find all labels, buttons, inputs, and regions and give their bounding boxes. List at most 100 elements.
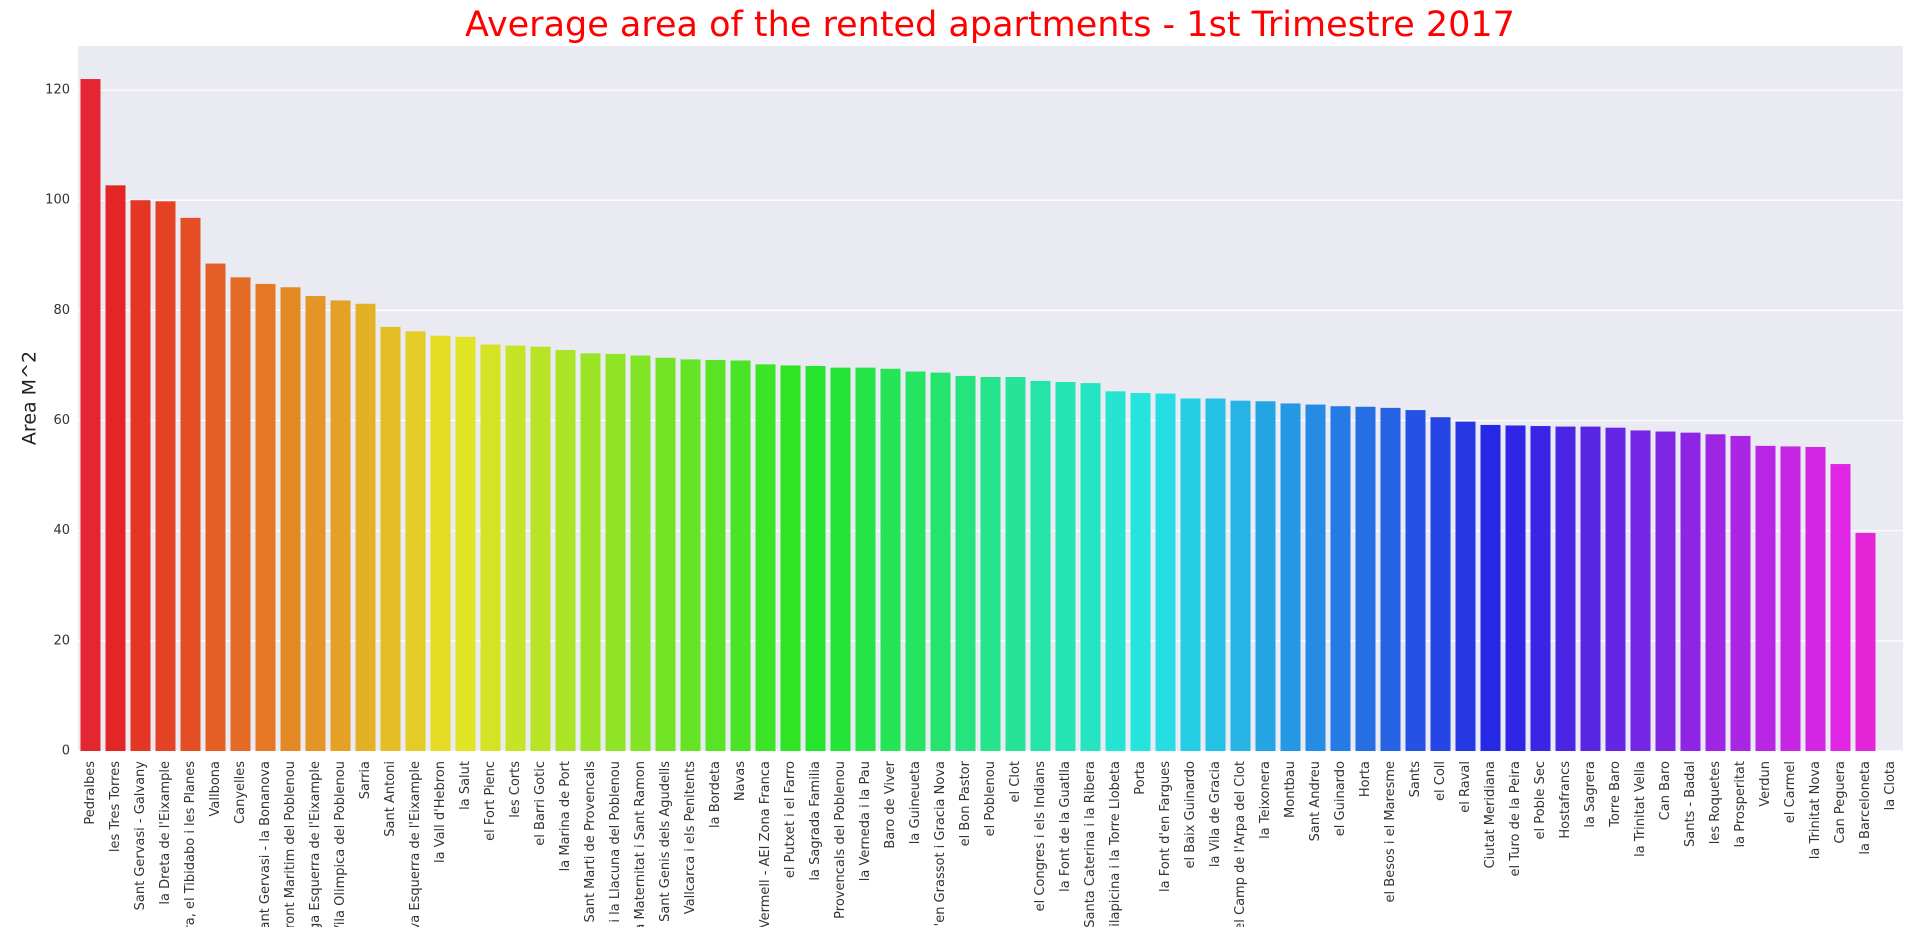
x-tick-label: la Nova Esquerra de l'Eixample xyxy=(408,761,423,927)
x-tick-label: el Poble Sec xyxy=(1533,761,1548,839)
x-tick-label: la Vall d'Hebron xyxy=(433,761,448,863)
bar xyxy=(280,287,301,751)
bar xyxy=(430,335,451,751)
x-tick-label: Vallcarca i els Penitents xyxy=(683,761,698,914)
x-tick-label: el Parc i la Llacuna del Poblenou xyxy=(608,761,623,927)
x-tick-label: el Guinardo xyxy=(1333,761,1348,836)
bar xyxy=(880,368,901,751)
x-tick-label: el Front Maritim del Poblenou xyxy=(283,761,298,927)
x-tick-label: Can Baro xyxy=(1658,761,1673,820)
x-tick-label: la Font d'en Fargues xyxy=(1158,761,1173,892)
x-tick-label: la Verneda i la Pau xyxy=(858,761,873,881)
bar xyxy=(855,367,876,751)
bar xyxy=(830,367,851,751)
x-tick-label: la Trinitat Nova xyxy=(1808,761,1823,859)
y-tick-label: 100 xyxy=(45,193,70,208)
bar xyxy=(1505,425,1526,751)
x-tick-label: el Baix Guinardo xyxy=(1183,761,1198,869)
bar xyxy=(1055,381,1076,751)
x-tick-label: el Coll xyxy=(1433,761,1448,801)
bar xyxy=(1430,417,1451,751)
x-tick-label: Sant Marti de Provencals xyxy=(583,761,598,923)
x-tick-label: Can Peguera xyxy=(1833,761,1848,844)
bar xyxy=(930,372,951,751)
bar xyxy=(1830,464,1851,751)
x-tick-label: la Guineueta xyxy=(908,761,923,844)
x-tick-label: la Dreta de l'Eixample xyxy=(158,761,173,905)
x-tick-label: el Putxet i el Farro xyxy=(783,761,798,878)
x-tick-label: el Bon Pastor xyxy=(958,760,973,846)
bar xyxy=(480,344,501,751)
bar xyxy=(1580,426,1601,751)
bar xyxy=(1730,435,1751,751)
x-tick-label: Ciutat Meridiana xyxy=(1483,761,1498,868)
x-tick-label: Vallvidrera, el Tibidabo i les Planes xyxy=(183,761,198,927)
bar xyxy=(980,377,1001,751)
x-tick-label: Sants xyxy=(1408,761,1423,798)
x-tick-label: la Marina de Port xyxy=(558,761,573,871)
x-tick-label: Sant Antoni xyxy=(383,761,398,837)
bar xyxy=(905,371,926,751)
x-tick-label: el Camp d'en Grassot i Gracia Nova xyxy=(933,761,948,927)
bar xyxy=(1030,380,1051,751)
x-tick-label: Canyelles xyxy=(233,761,248,824)
y-tick-label: 80 xyxy=(53,303,70,318)
x-tick-label: la Barceloneta xyxy=(1858,761,1873,855)
bar xyxy=(355,303,376,751)
bar xyxy=(1855,532,1876,751)
bar xyxy=(1755,445,1776,751)
bar xyxy=(1380,407,1401,751)
x-tick-label: el Besos i el Maresme xyxy=(1383,761,1398,902)
bar xyxy=(1780,446,1801,751)
x-tick-label: la Prosperitat xyxy=(1733,761,1748,847)
x-tick-label: la Vila de Gracia xyxy=(1208,761,1223,867)
bar xyxy=(305,296,326,751)
x-tick-label: la Maternitat i Sant Ramon xyxy=(633,761,648,927)
x-tick-label: Horta xyxy=(1358,761,1373,797)
x-tick-label: la Marina del Prat Vermell - AEI Zona Fr… xyxy=(758,761,773,927)
bar xyxy=(1305,404,1326,751)
bar xyxy=(805,366,826,751)
x-tick-label: Hostafrancs xyxy=(1558,761,1573,839)
bar xyxy=(1105,391,1126,751)
x-tick-label: les Corts xyxy=(508,761,523,818)
bar xyxy=(1555,426,1576,751)
bar xyxy=(780,365,801,751)
x-tick-label: Sant Pere, Santa Caterina i la Ribera xyxy=(1083,761,1098,927)
y-tick-label: 20 xyxy=(53,633,70,648)
bar xyxy=(105,185,126,751)
x-tick-label: Montbau xyxy=(1283,761,1298,818)
x-tick-label: Baro de Viver xyxy=(883,760,898,848)
x-tick-label: les Tres Torres xyxy=(108,761,123,852)
bar xyxy=(405,331,426,751)
bar xyxy=(1605,427,1626,751)
bar xyxy=(330,300,351,751)
x-tick-label: la Vila Olimpica del Poblenou xyxy=(333,761,348,927)
bar xyxy=(1230,400,1251,751)
bar xyxy=(1630,430,1651,751)
x-tick-label: Sant Gervasi - la Bonanova xyxy=(258,761,273,927)
bar xyxy=(730,360,751,751)
bar xyxy=(455,336,476,751)
bar xyxy=(705,359,726,751)
bar xyxy=(530,346,551,751)
bar xyxy=(955,375,976,751)
bar xyxy=(680,359,701,751)
x-tick-label: les Roquetes xyxy=(1708,761,1723,845)
y-tick-label: 120 xyxy=(45,83,70,98)
bar xyxy=(1405,410,1426,751)
bar xyxy=(1155,393,1176,751)
x-tick-label: Vallbona xyxy=(208,761,223,817)
chart-title: Average area of the rented apartments - … xyxy=(465,5,1515,45)
x-tick-label: Sant Andreu xyxy=(1308,761,1323,841)
x-tick-label: el Fort Pienc xyxy=(483,761,498,841)
bar xyxy=(1255,401,1276,751)
y-axis-label: Area M^2 xyxy=(19,351,41,445)
x-tick-label: Vilapicina i la Torre Llobeta xyxy=(1108,761,1123,927)
bar xyxy=(1180,398,1201,751)
bar xyxy=(655,357,676,751)
x-tick-label: Sant Genis dels Agudells xyxy=(658,761,673,922)
y-tick-label: 0 xyxy=(62,744,70,759)
x-tick-label: la Salut xyxy=(458,761,473,810)
